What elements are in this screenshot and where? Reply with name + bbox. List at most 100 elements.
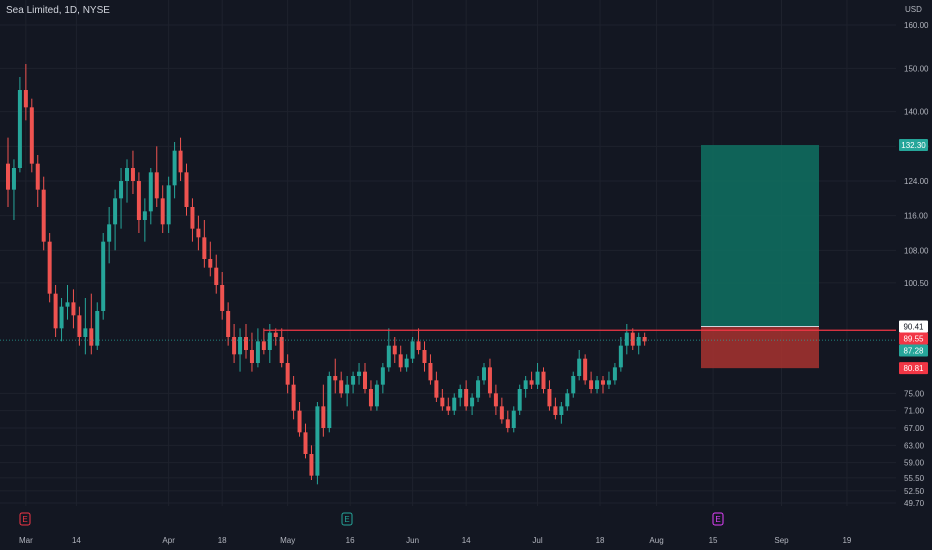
- y-tick-label: 124.00: [904, 177, 929, 186]
- last-price-text: 87.28: [903, 347, 924, 356]
- candle-body: [577, 358, 582, 376]
- candle-body: [583, 358, 588, 381]
- candlestick-series: [6, 64, 647, 485]
- profit-price-badge: [899, 139, 928, 152]
- candle-body: [470, 397, 475, 407]
- x-tick-label: 18: [596, 536, 605, 545]
- candle-body: [535, 371, 540, 385]
- candle-body: [630, 332, 635, 346]
- candle-body: [172, 150, 177, 186]
- y-tick-label: 108.00: [904, 246, 929, 255]
- time-axis[interactable]: Mar 14 Apr 18 May 16 Jun 14 Jul 18 Aug 15 Sep 19: [19, 536, 852, 545]
- y-tick-label: 116.00: [904, 212, 928, 221]
- candle-body: [440, 397, 445, 407]
- x-tick-label: Mar: [19, 536, 33, 545]
- candle-body: [238, 337, 243, 355]
- candle-body: [636, 337, 641, 346]
- candle-body: [160, 198, 165, 225]
- y-tick-label: 100.50: [904, 279, 929, 288]
- candle-body: [565, 393, 570, 407]
- candle-body: [267, 332, 272, 350]
- candle-body: [291, 384, 296, 411]
- candle-body: [529, 380, 534, 385]
- candle-body: [71, 302, 76, 316]
- candle-body: [178, 150, 183, 173]
- candle-body: [523, 380, 528, 389]
- earnings-marker: [19, 512, 31, 526]
- candle-body: [612, 367, 617, 381]
- candle-body: [589, 380, 594, 389]
- candle-body: [154, 172, 159, 199]
- x-tick-label: Jun: [406, 536, 419, 545]
- candle-body: [65, 302, 70, 307]
- candle-body: [184, 172, 189, 207]
- candle-body: [273, 332, 278, 337]
- candle-body: [23, 90, 28, 108]
- candle-body: [232, 337, 237, 355]
- candle-body: [410, 341, 415, 359]
- candle-body: [476, 380, 481, 398]
- candle-body: [101, 241, 106, 311]
- candle-body: [487, 367, 492, 394]
- price-lines: [0, 329, 896, 341]
- x-tick-label: Apr: [162, 536, 175, 545]
- candle-body: [142, 211, 147, 220]
- candle-body: [107, 224, 112, 242]
- candle-body: [285, 363, 290, 385]
- candle-body: [452, 397, 457, 411]
- y-tick-label: 160.00: [904, 21, 929, 30]
- candle-body: [321, 406, 326, 428]
- candle-body: [35, 163, 40, 190]
- candle-body: [119, 181, 124, 199]
- earnings-letter: E: [715, 515, 720, 524]
- price-axis[interactable]: USD160.00150.00140.00132.00124.00116.001…: [899, 5, 929, 508]
- candle-body: [214, 267, 219, 285]
- candle-body: [345, 384, 350, 394]
- x-tick-label: 14: [72, 536, 81, 545]
- candle-body: [398, 354, 403, 368]
- candle-body: [148, 172, 153, 212]
- y-tick-label: 55.50: [904, 474, 925, 483]
- chart-grid: [0, 0, 896, 506]
- earnings-marker: [712, 512, 724, 526]
- candle-body: [606, 380, 611, 385]
- candle-body: [464, 389, 469, 407]
- candle-body: [113, 198, 118, 225]
- candle-body: [434, 380, 439, 398]
- candle-body: [95, 311, 100, 346]
- y-tick-label: 75.00: [904, 389, 925, 398]
- candle-body: [642, 337, 647, 342]
- candle-body: [547, 389, 552, 407]
- candle-body: [428, 363, 433, 381]
- x-tick-label: 15: [709, 536, 718, 545]
- chart-title: Sea Limited, 1D, NYSE: [6, 5, 110, 16]
- profit-price-text: 132.30: [901, 141, 926, 150]
- candle-body: [499, 406, 504, 420]
- stop-price-text: 80.81: [903, 364, 924, 373]
- candle-body: [357, 371, 362, 376]
- x-tick-label: 19: [842, 536, 851, 545]
- y-tick-label: 71.00: [904, 407, 925, 416]
- candle-body: [130, 168, 135, 181]
- currency-label: USD: [905, 5, 922, 14]
- candle-body: [493, 393, 498, 407]
- x-tick-label: 18: [218, 536, 227, 545]
- candle-body: [190, 207, 195, 229]
- entry-price-badge: [899, 320, 928, 333]
- y-tick-label: 49.70: [904, 499, 925, 508]
- candle-body: [559, 406, 564, 415]
- long-position-tool[interactable]: [701, 145, 819, 369]
- candle-body: [541, 371, 546, 389]
- x-tick-label: May: [280, 536, 295, 545]
- candle-body: [327, 376, 332, 428]
- candle-body: [380, 367, 385, 385]
- y-tick-label: 59.00: [904, 459, 925, 468]
- x-tick-label: Sep: [774, 536, 789, 545]
- candle-body: [11, 168, 16, 190]
- candle-body: [17, 90, 22, 168]
- candle-body: [339, 380, 344, 394]
- entry-price-text: 90.41: [903, 323, 924, 332]
- y-tick-label: 150.00: [904, 64, 929, 73]
